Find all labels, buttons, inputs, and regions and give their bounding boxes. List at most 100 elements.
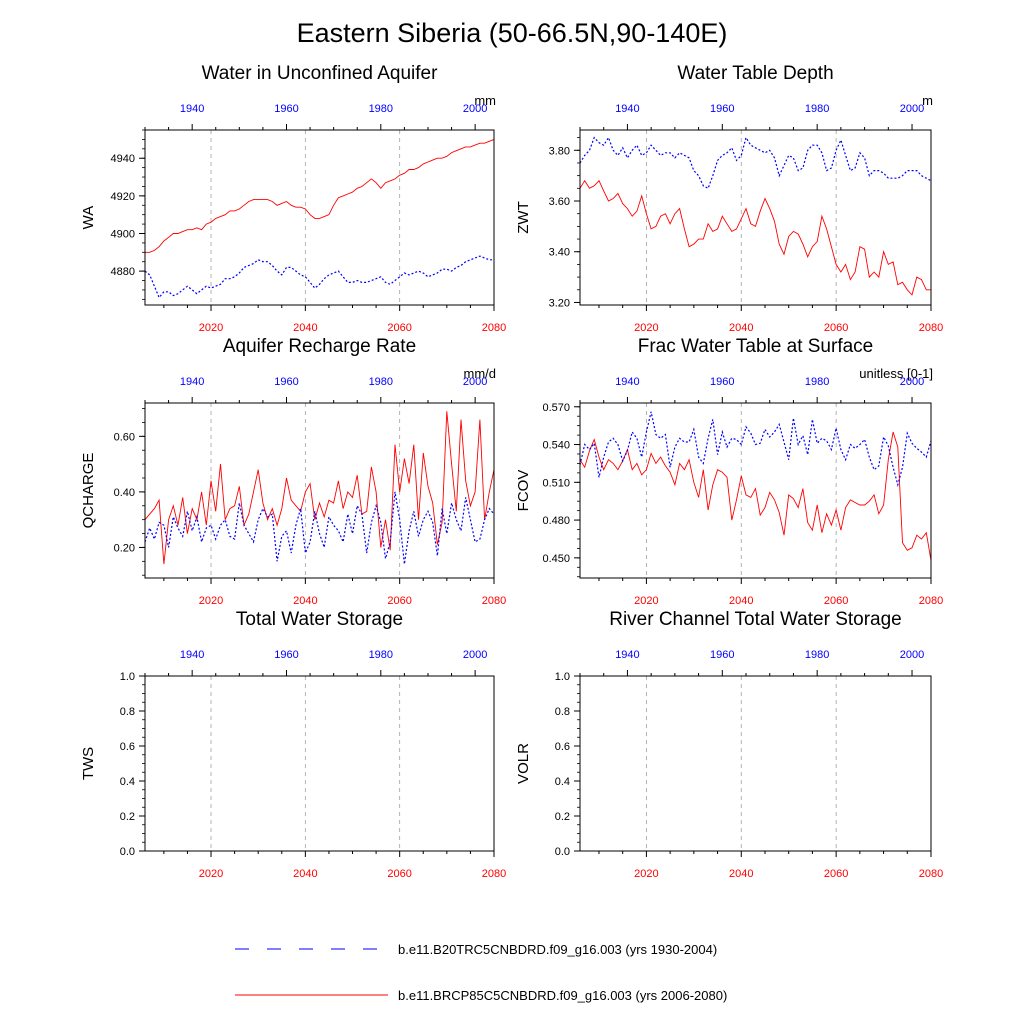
x-tick-label-top: 1980 <box>805 649 829 661</box>
y-tick-label: 0.480 <box>542 515 570 527</box>
chart-panels: Water in Unconfined Aquifer mm WA 4880 4900 4… <box>80 63 943 880</box>
x-tick-label-bottom: 2040 <box>293 322 317 334</box>
panel-5: Total Water Storage TWS 0.0 0.2 0.4 0.6 0.8 1.0… <box>80 609 506 880</box>
x-tick-label-bottom: 2080 <box>919 322 943 334</box>
y-tick-label: 0.2 <box>555 811 570 823</box>
x-tick-label-top: 1980 <box>369 376 393 388</box>
x-tick-label-top: 1980 <box>805 376 829 388</box>
x-tick-label-bottom: 2020 <box>634 868 658 880</box>
y-axis-label: ZWT <box>515 201 532 233</box>
series-line-rcp <box>145 138 495 253</box>
panel-3: Aquifer Recharge Rate mm/d QCHARGE 0.20 0.40… <box>80 336 506 607</box>
panel-title: Total Water Storage <box>236 609 403 630</box>
x-tick-label-top: 2000 <box>463 649 487 661</box>
x-tick-label-top: 2000 <box>900 376 924 388</box>
y-axis-label: WA <box>80 206 97 230</box>
x-tick-label-bottom: 2040 <box>729 868 753 880</box>
x-tick-label-top: 1980 <box>369 103 393 115</box>
x-tick-label-top: 1980 <box>369 649 393 661</box>
series-line-rcp <box>579 431 932 561</box>
series-line-ctrl <box>144 491 495 565</box>
plot-frame <box>144 129 495 306</box>
x-tick-label-bottom: 2060 <box>387 595 411 607</box>
x-tick-label-top: 1960 <box>274 376 298 388</box>
x-tick-label-top: 1940 <box>615 376 639 388</box>
x-tick-label-bottom: 2080 <box>482 595 506 607</box>
x-tick-label-bottom: 2040 <box>293 868 317 880</box>
y-tick-label: 4940 <box>111 153 135 165</box>
x-tick-label-bottom: 2080 <box>482 322 506 334</box>
units-label: m <box>922 93 933 108</box>
y-axis-label: FCOV <box>515 470 532 512</box>
x-tick-label-bottom: 2060 <box>387 322 411 334</box>
x-tick-label-bottom: 2040 <box>729 322 753 334</box>
x-tick-label-top: 2000 <box>463 376 487 388</box>
units-label: mm <box>474 93 496 108</box>
panel-4: Frac Water Table at Surface unitless [0-1… <box>515 336 943 607</box>
x-tick-label-top: 2000 <box>900 649 924 661</box>
y-axis-label: QCHARGE <box>80 453 97 529</box>
y-tick-label: 0.4 <box>120 776 135 788</box>
panel-title: Water in Unconfined Aquifer <box>202 63 439 84</box>
x-tick-label-bottom: 2060 <box>824 595 848 607</box>
panel-title: Water Table Depth <box>677 63 833 84</box>
y-tick-label: 0.2 <box>120 811 135 823</box>
x-tick-label-bottom: 2020 <box>634 322 658 334</box>
y-tick-label: 1.0 <box>120 671 135 683</box>
panel-2: Water Table Depth m ZWT 3.20 3.40 3.60 3.80 202… <box>515 63 943 334</box>
y-tick-label: 0.8 <box>120 706 135 718</box>
y-tick-label: 3.40 <box>549 247 570 259</box>
x-tick-label-bottom: 2060 <box>387 868 411 880</box>
x-tick-label-bottom: 2060 <box>824 868 848 880</box>
series-line-ctrl <box>579 136 932 190</box>
x-tick-label-top: 1940 <box>180 376 204 388</box>
y-tick-label: 0.570 <box>542 402 570 414</box>
x-tick-label-bottom: 2060 <box>824 322 848 334</box>
y-tick-label: 0.0 <box>120 846 135 858</box>
figure-title: Eastern Siberia (50-66.5N,90-140E) <box>297 18 728 48</box>
y-tick-label: 0.4 <box>555 776 570 788</box>
y-tick-label: 3.20 <box>549 297 570 309</box>
y-tick-label: 0.450 <box>542 553 570 565</box>
y-axis-label: TWS <box>80 747 97 780</box>
y-tick-label: 0.6 <box>555 741 570 753</box>
plot-frame <box>579 402 932 579</box>
series-line-ctrl <box>144 255 494 299</box>
y-tick-label: 0.8 <box>555 706 570 718</box>
panel-title: Aquifer Recharge Rate <box>223 336 416 357</box>
x-tick-label-top: 1960 <box>710 376 734 388</box>
plot-frame <box>579 675 932 852</box>
panel-title: Frac Water Table at Surface <box>638 336 874 357</box>
units-label: unitless [0-1] <box>859 366 933 381</box>
y-tick-label: 4900 <box>111 228 135 240</box>
y-tick-label: 0.540 <box>542 440 570 452</box>
x-tick-label-top: 1960 <box>710 649 734 661</box>
x-tick-label-top: 1940 <box>615 649 639 661</box>
x-tick-label-top: 1940 <box>180 103 204 115</box>
y-tick-label: 3.80 <box>549 145 570 157</box>
x-tick-label-bottom: 2040 <box>729 595 753 607</box>
x-tick-label-bottom: 2080 <box>919 595 943 607</box>
x-tick-label-top: 2000 <box>463 103 487 115</box>
y-tick-label: 0.40 <box>114 487 135 499</box>
panel-title: River Channel Total Water Storage <box>609 609 902 630</box>
x-tick-label-top: 1960 <box>710 103 734 115</box>
x-tick-label-bottom: 2080 <box>482 868 506 880</box>
y-tick-label: 0.6 <box>120 741 135 753</box>
x-tick-label-top: 1940 <box>615 103 639 115</box>
panel-6: River Channel Total Water Storage VOLR 0.0… <box>515 609 943 880</box>
y-tick-label: 0.60 <box>114 431 135 443</box>
legend-label-rcp: b.e11.BRCP85C5CNBDRD.f09_g16.003 (yrs 20… <box>398 988 727 1003</box>
x-tick-label-bottom: 2040 <box>293 595 317 607</box>
series-line-rcp <box>144 411 495 565</box>
x-tick-label-bottom: 2020 <box>199 322 223 334</box>
x-tick-label-bottom: 2020 <box>199 868 223 880</box>
y-tick-label: 1.0 <box>555 671 570 683</box>
y-tick-label: 4880 <box>111 266 135 278</box>
x-tick-label-top: 1980 <box>805 103 829 115</box>
plot-frame <box>144 402 495 579</box>
y-axis-label: VOLR <box>515 743 532 784</box>
units-label: mm/d <box>464 366 497 381</box>
y-tick-label: 0.510 <box>542 477 570 489</box>
